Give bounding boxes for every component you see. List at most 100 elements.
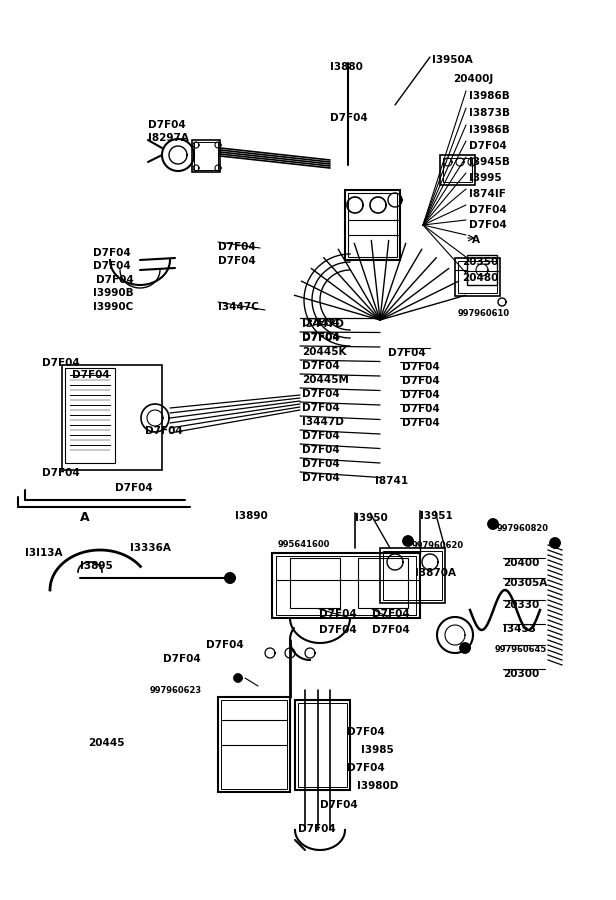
Text: D7F04: D7F04 (372, 609, 410, 619)
Text: I8741: I8741 (375, 476, 408, 486)
Text: 20330: 20330 (503, 600, 539, 610)
Text: I3880: I3880 (330, 62, 363, 72)
Bar (458, 261, 497, 293)
Text: 997960620: 997960620 (412, 541, 464, 550)
Text: D7F04: D7F04 (402, 390, 440, 400)
Polygon shape (488, 519, 498, 529)
Text: I3895: I3895 (80, 561, 113, 571)
Bar (65, 368, 115, 463)
Text: I3890: I3890 (235, 511, 268, 521)
Bar (192, 140, 220, 172)
Text: 20300: 20300 (503, 669, 539, 679)
Text: 20445K: 20445K (302, 347, 346, 357)
Text: I8297A: I8297A (148, 133, 189, 143)
Text: D7F04: D7F04 (42, 358, 79, 368)
Text: D7F04: D7F04 (206, 640, 244, 650)
Text: I3985: I3985 (361, 745, 394, 755)
Text: D7F04: D7F04 (96, 275, 134, 285)
Text: I3986B: I3986B (469, 91, 510, 101)
Text: I3990C: I3990C (93, 302, 133, 312)
Text: D7F04: D7F04 (42, 468, 79, 478)
Polygon shape (234, 674, 242, 682)
Bar (467, 255, 497, 285)
Text: D7F04: D7F04 (72, 370, 110, 380)
Text: D7F04: D7F04 (218, 242, 256, 252)
Text: D7F04: D7F04 (372, 625, 410, 635)
Polygon shape (460, 643, 470, 653)
Text: D7F04: D7F04 (148, 120, 186, 130)
Text: D7F04: D7F04 (298, 824, 336, 834)
Text: D7F04: D7F04 (402, 418, 440, 428)
Text: 997960645: 997960645 (495, 645, 547, 654)
Bar (358, 558, 408, 608)
Text: D7F04: D7F04 (302, 361, 340, 371)
Bar (295, 700, 350, 790)
Text: 20400J: 20400J (453, 74, 493, 84)
Text: D7F04: D7F04 (302, 431, 340, 441)
Bar (440, 155, 475, 185)
Bar (443, 158, 472, 182)
Text: I3980D: I3980D (357, 781, 399, 791)
Bar (218, 697, 290, 792)
Text: I3951: I3951 (420, 511, 453, 521)
Text: 20445M: 20445M (302, 375, 349, 385)
Text: D7F04: D7F04 (93, 261, 131, 271)
Text: D7F04: D7F04 (402, 376, 440, 386)
Text: I3950: I3950 (355, 513, 387, 523)
Bar (62, 365, 162, 470)
Polygon shape (403, 536, 413, 546)
Text: D7F04: D7F04 (302, 473, 340, 483)
Text: 20350: 20350 (462, 257, 498, 267)
Text: D7F04: D7F04 (218, 256, 256, 266)
Text: I3870A: I3870A (415, 568, 456, 578)
Text: 997960610: 997960610 (458, 309, 510, 318)
Text: I3447D: I3447D (302, 417, 344, 427)
Bar (455, 258, 500, 296)
Text: 20305A: 20305A (503, 578, 547, 588)
Text: D7F04: D7F04 (163, 654, 201, 664)
Text: I3447D: I3447D (302, 319, 344, 329)
Bar (276, 556, 416, 615)
Text: D7F04: D7F04 (302, 403, 340, 413)
Text: D7F04: D7F04 (302, 332, 340, 342)
Text: D7F04: D7F04 (402, 362, 440, 372)
Text: 20445: 20445 (88, 738, 124, 748)
Text: D7F04: D7F04 (330, 113, 368, 123)
Text: I3447C: I3447C (218, 302, 259, 312)
Bar (298, 703, 347, 787)
Text: I3986B: I3986B (469, 125, 510, 135)
Text: I3945B: I3945B (469, 157, 510, 167)
Bar (272, 553, 420, 618)
Text: I874IF: I874IF (469, 189, 506, 199)
Text: I3950A: I3950A (432, 55, 472, 65)
Bar (194, 142, 218, 170)
Text: D7F04: D7F04 (469, 220, 507, 230)
Text: 20480: 20480 (462, 273, 498, 283)
Text: 997960820: 997960820 (497, 524, 549, 533)
Text: D7F04: D7F04 (347, 727, 385, 737)
Text: D7F04: D7F04 (347, 763, 385, 773)
Text: I3995: I3995 (469, 173, 501, 183)
Bar (290, 558, 340, 608)
Text: I3990B: I3990B (93, 288, 134, 298)
Text: D7F04: D7F04 (320, 800, 358, 810)
Text: D7F04: D7F04 (302, 318, 340, 328)
Text: D7F04: D7F04 (302, 459, 340, 469)
Text: D7F04: D7F04 (469, 141, 507, 151)
Text: D7F04: D7F04 (319, 625, 357, 635)
Text: D7F04: D7F04 (302, 445, 340, 455)
Text: D7F04: D7F04 (302, 333, 340, 343)
Bar (383, 551, 442, 600)
Text: D7F04: D7F04 (469, 205, 507, 215)
Bar (348, 193, 397, 257)
Text: I3I13A: I3I13A (25, 548, 62, 558)
Text: 995641600: 995641600 (278, 540, 330, 549)
Text: I3873B: I3873B (469, 108, 510, 118)
Bar (345, 190, 400, 260)
Text: D7F04: D7F04 (93, 248, 131, 258)
Bar (221, 700, 287, 789)
Text: A: A (472, 235, 480, 245)
Text: 997960623: 997960623 (150, 686, 202, 695)
Text: D7F04: D7F04 (388, 348, 426, 358)
Polygon shape (225, 573, 235, 583)
